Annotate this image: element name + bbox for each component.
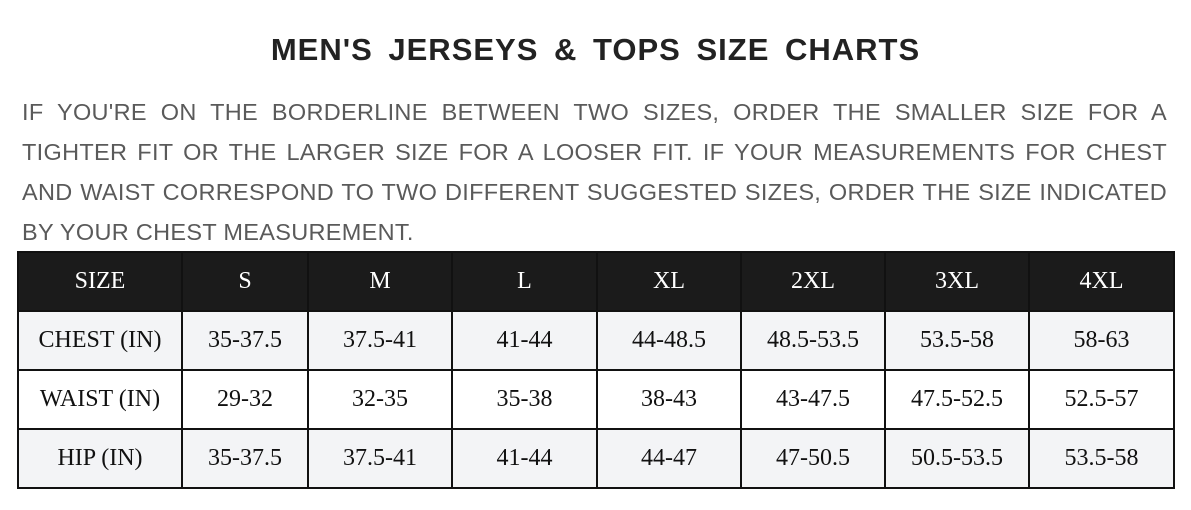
table-row: CHEST (IN) 35-37.5 37.5-41 41-44 44-48.5 48.5… [17, 310, 1175, 371]
table-cell: 37.5-41 [307, 428, 453, 489]
header-cell: L [451, 251, 598, 312]
table-cell: 35-37.5 [181, 428, 309, 489]
table-cell: 32-35 [307, 369, 453, 430]
table-cell: 47-50.5 [740, 428, 886, 489]
header-cell: XL [596, 251, 742, 312]
table-cell: 37.5-41 [307, 310, 453, 371]
row-label: WAIST (IN) [17, 369, 183, 430]
row-label: CHEST (IN) [17, 310, 183, 371]
table-row: HIP (IN) 35-37.5 37.5-41 41-44 44-47 47-50.5 5… [17, 428, 1175, 489]
table-cell: 38-43 [596, 369, 742, 430]
table-cell: 53.5-58 [884, 310, 1030, 371]
header-cell: M [307, 251, 453, 312]
table-cell: 41-44 [451, 310, 598, 371]
table-cell: 53.5-58 [1028, 428, 1175, 489]
table-cell: 29-32 [181, 369, 309, 430]
header-cell: SIZE [17, 251, 183, 312]
sizing-note: IF YOU'RE ON THE BORDERLINE BETWEEN TWO … [22, 99, 1167, 245]
table-cell: 41-44 [451, 428, 598, 489]
table-cell: 58-63 [1028, 310, 1175, 371]
table-cell: 47.5-52.5 [884, 369, 1030, 430]
table-cell: 52.5-57 [1028, 369, 1175, 430]
table-cell: 35-37.5 [181, 310, 309, 371]
table-cell: 44-47 [596, 428, 742, 489]
table-row: WAIST (IN) 29-32 32-35 35-38 38-43 43-47.5 47.… [17, 369, 1175, 430]
table-cell: 43-47.5 [740, 369, 886, 430]
header-cell: 2XL [740, 251, 886, 312]
size-chart-table: SIZE S M L XL 2XL 3XL 4XL CHEST (IN) 35-37.5 37.5… [17, 251, 1175, 489]
table-cell: 35-38 [451, 369, 598, 430]
page-title: MEN'S JERSEYS & TOPS SIZE CHARTS [270, 32, 921, 67]
table-cell: 44-48.5 [596, 310, 742, 371]
table-cell: 50.5-53.5 [884, 428, 1030, 489]
header-cell: S [181, 251, 309, 312]
header-row: SIZE S M L XL 2XL 3XL 4XL [17, 251, 1175, 312]
header-cell: 3XL [884, 251, 1030, 312]
table-cell: 48.5-53.5 [740, 310, 886, 371]
header-cell: 4XL [1028, 251, 1175, 312]
row-label: HIP (IN) [17, 428, 183, 489]
